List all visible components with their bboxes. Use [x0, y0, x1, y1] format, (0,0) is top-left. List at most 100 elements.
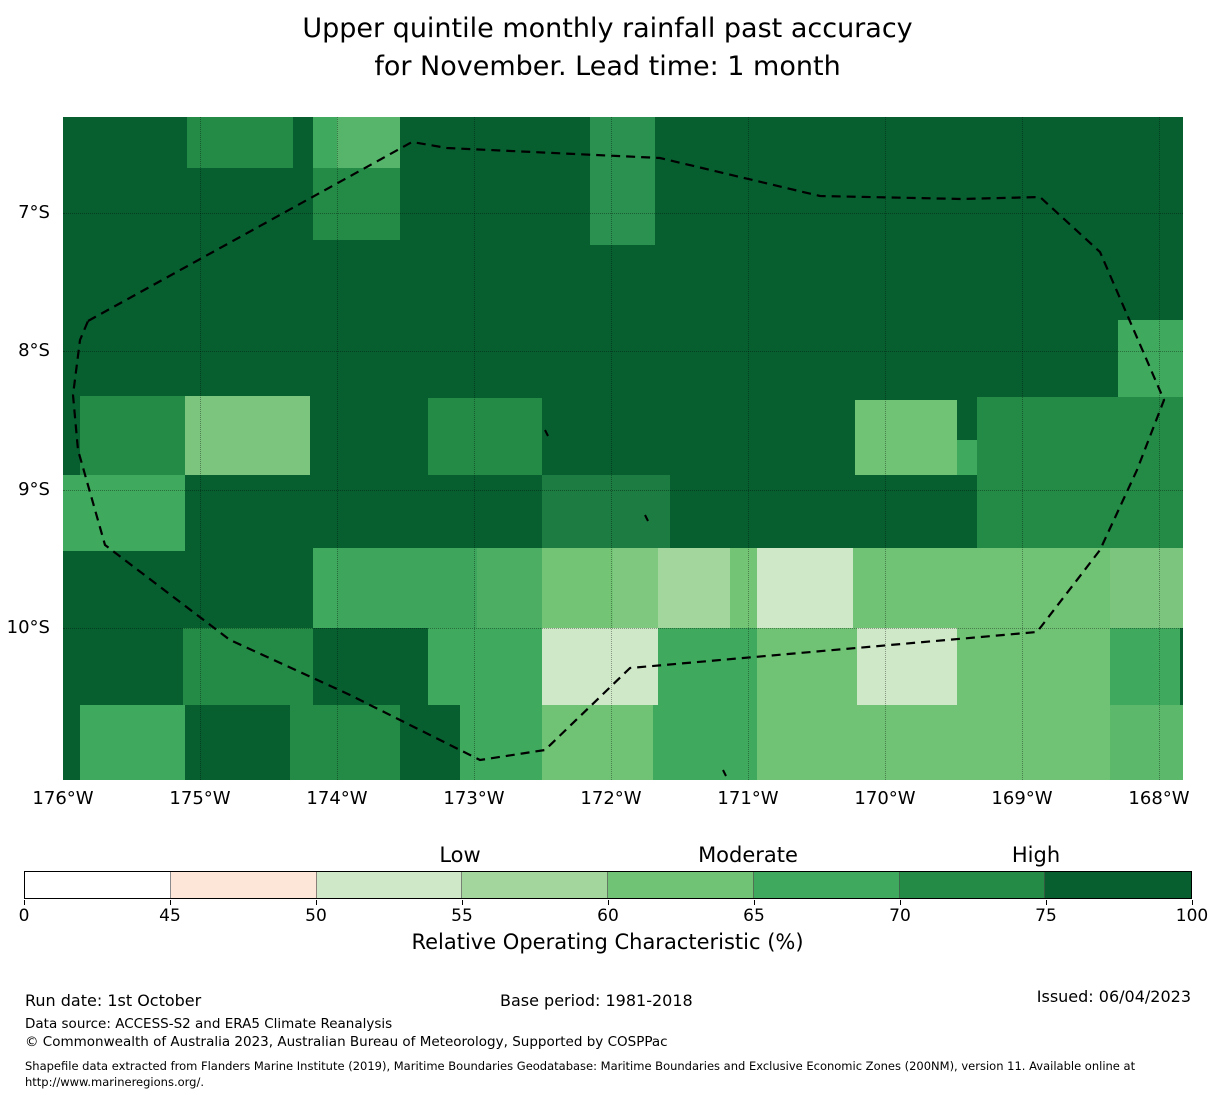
island-mark — [722, 769, 727, 777]
heatmap-cell — [855, 400, 957, 475]
heatmap-cell — [757, 628, 857, 705]
heatmap-cell — [183, 628, 313, 705]
island-mark — [544, 429, 549, 437]
heatmap-cell — [1118, 320, 1183, 397]
chart-title: Upper quintile monthly rainfall past acc… — [0, 10, 1215, 86]
run-date: Run date: 1st October — [25, 991, 202, 1010]
longitude-gridline — [885, 117, 886, 780]
heatmap-cell — [590, 117, 655, 245]
longitude-tick-label: 172°W — [580, 788, 642, 809]
heatmap-cell — [542, 705, 653, 780]
latitude-gridline — [63, 490, 1183, 491]
heatmap-cell — [63, 475, 185, 551]
longitude-gridline — [611, 117, 612, 780]
heatmap-cell — [853, 548, 1110, 628]
colorbar-tick — [1192, 900, 1193, 905]
colorbar-segment — [899, 872, 1046, 898]
heatmap-cell — [1110, 628, 1180, 705]
heatmap-cell — [290, 705, 400, 780]
colorbar-segment — [316, 872, 463, 898]
colorbar-tick-label: 70 — [889, 906, 911, 926]
heatmap-cell — [80, 396, 185, 475]
colorbar-tick-label: 50 — [305, 906, 327, 926]
heatmap-cell — [653, 705, 757, 780]
longitude-gridline — [474, 117, 475, 780]
longitude-gridline — [200, 117, 201, 780]
latitude-tick-label: 8°S — [18, 340, 50, 361]
copyright: © Commonwealth of Australia 2023, Austra… — [25, 1034, 668, 1050]
longitude-tick-label: 168°W — [1128, 788, 1190, 809]
eez-boundary-overlay — [71, 140, 1166, 777]
colorbar-tick — [170, 900, 171, 905]
heatmap-cell — [313, 548, 337, 628]
longitude-tick-label: 175°W — [169, 788, 231, 809]
heatmap-cell — [337, 117, 400, 168]
heatmap-cell — [542, 475, 670, 548]
longitude-tick-label: 170°W — [854, 788, 916, 809]
heatmap-cell — [313, 117, 337, 168]
colorbar-segment — [462, 872, 608, 898]
data-source: Data source: ACCESS-S2 and ERA5 Climate … — [25, 1016, 393, 1032]
longitude-tick-label: 171°W — [717, 788, 779, 809]
colorbar-segment — [170, 872, 317, 898]
heatmap-cell — [477, 548, 542, 628]
latitude-gridline — [63, 213, 1183, 214]
latitude-tick-label: 10°S — [6, 617, 50, 638]
colorbar-category-label: Low — [439, 843, 481, 867]
heatmap-cell — [977, 397, 1183, 550]
colorbar-tick — [608, 900, 609, 905]
heatmap-cell — [658, 628, 757, 705]
heatmap-cell — [185, 396, 310, 475]
longitude-tick-label: 174°W — [306, 788, 368, 809]
colorbar — [24, 871, 1192, 899]
colorbar-tick-label: 75 — [1035, 906, 1057, 926]
longitude-gridline — [1022, 117, 1023, 780]
colorbar-category-label: Moderate — [698, 843, 798, 867]
longitude-tick-label: 176°W — [32, 788, 94, 809]
heatmap-cell — [658, 548, 730, 628]
colorbar-tick-label: 0 — [18, 906, 30, 926]
colorbar-segment — [608, 872, 754, 898]
heatmap-cell — [187, 117, 293, 168]
colorbar-axis-label: Relative Operating Characteristic (%) — [411, 930, 804, 954]
latitude-gridline — [63, 351, 1183, 352]
accuracy-heatmap — [63, 117, 1183, 780]
longitude-tick-label: 173°W — [443, 788, 505, 809]
colorbar-tick — [754, 900, 755, 905]
heatmap-cell — [757, 705, 1110, 780]
colorbar-tick-label: 60 — [597, 906, 619, 926]
colorbar-tick-label: 65 — [743, 906, 765, 926]
colorbar-tick-label: 45 — [159, 906, 181, 926]
colorbar-segment — [25, 872, 171, 898]
heatmap-cell — [428, 628, 542, 705]
heatmap-cell — [730, 548, 757, 628]
colorbar-tick — [462, 900, 463, 905]
heatmap-cell — [757, 548, 853, 628]
heatmap-cell — [542, 548, 613, 628]
colorbar-tick — [900, 900, 901, 905]
longitude-gridline — [748, 117, 749, 780]
heatmap-cell — [1110, 548, 1183, 628]
longitude-gridline — [1159, 117, 1160, 780]
colorbar-tick — [1046, 900, 1047, 905]
heatmap-cell — [428, 398, 542, 475]
heatmap-cell — [1110, 705, 1183, 780]
base-period: Base period: 1981-2018 — [500, 991, 693, 1010]
longitude-tick-label: 169°W — [991, 788, 1053, 809]
heatmap-cell — [460, 705, 542, 780]
colorbar-tick-label: 100 — [1175, 906, 1209, 926]
colorbar-tick-label: 55 — [451, 906, 473, 926]
colorbar-segment — [1045, 872, 1191, 898]
heatmap-cell — [337, 548, 477, 628]
heatmap-cell — [957, 628, 1110, 705]
island-mark — [644, 514, 649, 522]
colorbar-category-label: High — [1011, 843, 1061, 867]
latitude-tick-label: 9°S — [18, 479, 50, 500]
latitude-tick-label: 7°S — [18, 202, 50, 223]
shapefile-note-text: Shapefile data extracted from Flanders M… — [25, 1059, 1136, 1073]
heatmap-cell — [313, 168, 400, 240]
heatmap-cell — [613, 548, 658, 628]
chart-title-line1: Upper quintile monthly rainfall past acc… — [302, 13, 913, 44]
shapefile-url: http://www.marineregions.org/. — [25, 1075, 204, 1089]
